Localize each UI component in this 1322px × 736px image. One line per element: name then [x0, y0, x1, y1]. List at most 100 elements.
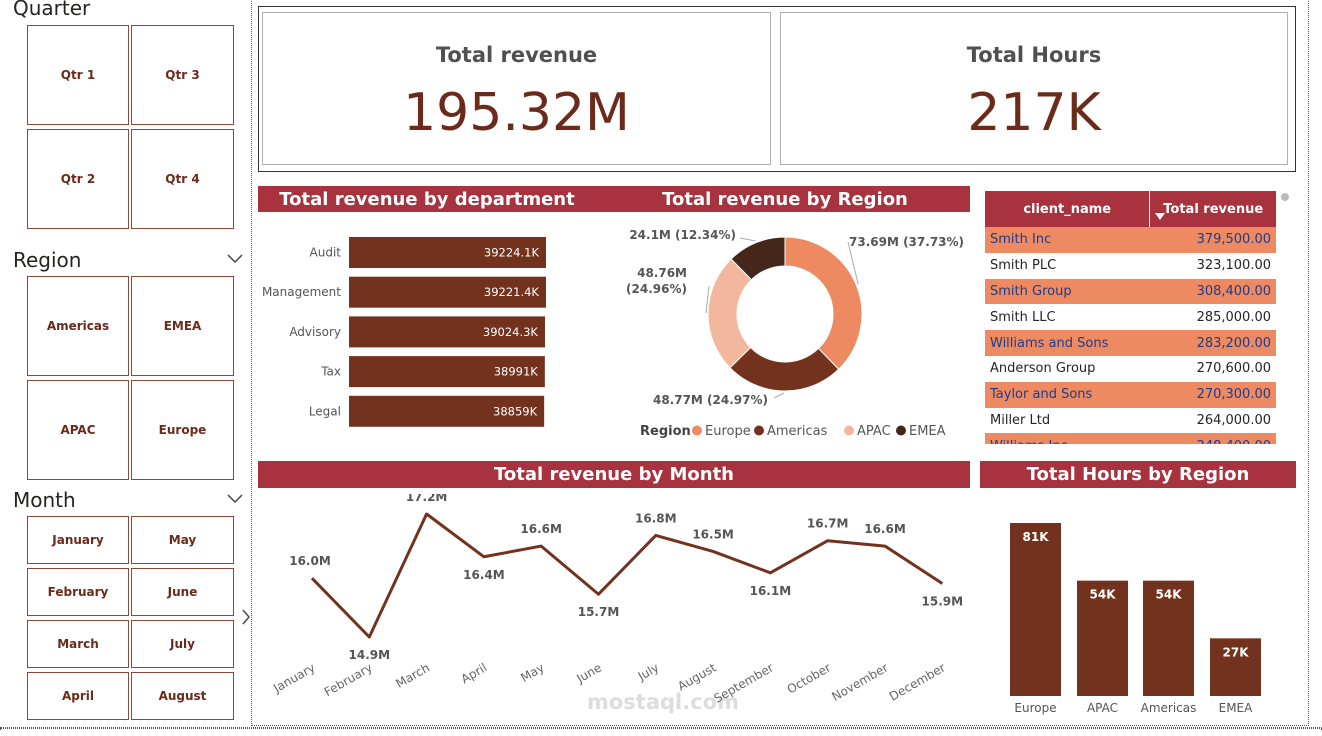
table-row[interactable]: Smith LLC 285,000.00	[985, 304, 1276, 330]
month-axis-label: October	[785, 660, 834, 696]
hours-data-label: 27K	[1223, 645, 1250, 659]
chevron-right-icon[interactable]	[241, 608, 251, 626]
donut-leader-line	[773, 392, 785, 399]
kpi-revenue-title: Total revenue	[435, 43, 598, 67]
table-body: Smith Inc 379,500.00 Smith PLC 323,100.00 Sm…	[985, 227, 1276, 444]
department-axis-label: Audit	[310, 246, 342, 260]
department-bar	[349, 276, 546, 308]
department-data-label: 39224.1K	[484, 246, 540, 260]
slicer-tile-qtr2[interactable]: Qtr 2	[27, 129, 129, 229]
client-revenue-table[interactable]: client_name Total revenue Smith Inc 379,5…	[985, 191, 1276, 444]
legend-marker	[844, 425, 854, 436]
legend-marker	[754, 425, 764, 436]
client-name-cell: Smith Inc	[990, 232, 1052, 248]
sort-descending-icon[interactable]	[1155, 213, 1166, 220]
slicer-tile-qtr4[interactable]: Qtr 4	[131, 129, 234, 229]
hours-axis-label: Europe	[1014, 701, 1056, 715]
month-data-label: 16.6M	[520, 522, 562, 536]
kpi-hours-value: 217K	[967, 83, 1101, 143]
slicer-tile-apac[interactable]: APAC	[27, 380, 129, 480]
table-row[interactable]: Anderson Group 270,600.00	[985, 356, 1276, 382]
column-header-total-revenue[interactable]: Total revenue	[1150, 191, 1276, 227]
hours-data-label: 54K	[1090, 588, 1117, 602]
total-revenue-cell: 323,100.00	[1196, 258, 1271, 274]
legend-item-label: Americas	[767, 424, 828, 439]
kpi-hours-title: Total Hours	[966, 43, 1102, 67]
table-row[interactable]: Taylor and Sons 270,300.00	[985, 381, 1276, 408]
region-chart-title: Total revenue by Region	[662, 188, 908, 210]
client-name-cell: Smith Group	[990, 283, 1072, 299]
table-row[interactable]: Smith Group 308,400.00	[985, 278, 1276, 305]
donut-slice	[707, 258, 753, 369]
client-name-cell: Miller Ltd	[990, 412, 1051, 428]
client-name-cell: Taylor and Sons	[990, 387, 1093, 403]
quarter-slicer-title: Quarter	[13, 0, 91, 20]
client-name-cell: Smith PLC	[990, 258, 1057, 274]
chevron-down-icon[interactable]	[226, 252, 244, 264]
slicer-tile-march[interactable]: March	[27, 620, 129, 668]
table-row[interactable]: Miller Ltd 264,000.00	[985, 408, 1276, 434]
table-row[interactable]: Williams Inc248,400.00	[985, 433, 1276, 444]
kpi-card-hours: Total Hours 217K	[780, 12, 1288, 165]
hours-bar-chart: 81K Europe 54K APAC 54K Americas 27K EMEA	[1010, 523, 1261, 715]
slicer-tile-january[interactable]: January	[27, 516, 129, 564]
donut-slice	[729, 346, 840, 392]
region-donut-chart: 73.69M (37.73%) 48.77M (24.97%) 48.76M (24.…	[626, 228, 964, 439]
month-data-label: 16.8M	[635, 511, 677, 525]
month-axis-label: July	[635, 660, 662, 683]
hours-bar	[1143, 580, 1194, 696]
donut-data-label: 24.1M (12.34%)	[629, 228, 736, 242]
table-row[interactable]: Smith Inc 379,500.00	[985, 227, 1276, 253]
slicer-tile-qtr3[interactable]: Qtr 3	[131, 25, 234, 125]
month-data-label: 16.6M	[864, 522, 906, 536]
month-axis-label: December	[887, 660, 948, 703]
month-axis-label: February	[322, 660, 375, 699]
column-header-client-name[interactable]: client_name	[1023, 201, 1112, 217]
hours-bar	[1010, 523, 1061, 696]
table-row[interactable]: Smith PLC 323,100.00	[985, 253, 1276, 279]
department-bar	[349, 316, 545, 348]
slicer-tile-june[interactable]: June	[131, 568, 234, 616]
column-divider	[1149, 191, 1151, 227]
hours-bar	[1077, 580, 1128, 696]
department-axis-label: Legal	[309, 404, 341, 418]
slicer-tile-europe[interactable]: Europe	[131, 380, 234, 480]
slicer-tile-august[interactable]: August	[131, 672, 234, 720]
month-data-label: 16.4M	[463, 568, 505, 582]
scrollbar-thumb[interactable]	[1281, 193, 1289, 201]
donut-data-label: 73.69M (37.73%)	[849, 235, 964, 249]
kpi-container	[258, 6, 1296, 172]
donut-data-label: 48.77M (24.97%)	[653, 393, 768, 407]
slicer-tile-emea[interactable]: EMEA	[131, 276, 234, 376]
donut-slice	[730, 236, 786, 281]
slicer-tile-may[interactable]: May	[131, 516, 234, 564]
department-chart-title: Total revenue by department	[279, 188, 575, 210]
slicer-tile-april[interactable]: April	[27, 672, 129, 720]
department-bar	[349, 237, 546, 268]
slicer-tile-qtr1[interactable]: Qtr 1	[27, 25, 129, 125]
total-revenue-cell: 270,600.00	[1196, 361, 1271, 377]
total-revenue-cell: 248,400.00	[1150, 439, 1276, 444]
month-axis-label: August	[675, 660, 719, 693]
chevron-down-icon[interactable]	[226, 492, 244, 504]
table-row[interactable]: Williams and Sons 283,200.00	[985, 330, 1276, 356]
total-revenue-cell: 379,500.00	[1196, 232, 1271, 248]
donut-leader-line	[705, 285, 710, 314]
department-bar	[349, 356, 545, 388]
department-data-label: 38859K	[493, 404, 538, 418]
client-name-cell: Smith LLC	[990, 309, 1056, 325]
month-data-label: 15.7M	[578, 605, 620, 619]
slicer-tile-february[interactable]: February	[27, 568, 129, 616]
month-axis-label: June	[573, 660, 604, 686]
slicer-tile-americas[interactable]: Americas	[27, 276, 129, 376]
legend-item-label: APAC	[857, 424, 891, 439]
month-axis-label: January	[270, 660, 317, 695]
slicer-tile-july[interactable]: July	[131, 620, 234, 668]
legend-item-label: Europe	[705, 424, 751, 439]
kpi-card-revenue: Total revenue 195.32M	[262, 12, 771, 165]
month-data-label: 16.5M	[692, 527, 734, 541]
month-axis-label: November	[829, 660, 890, 703]
client-name-cell: Williams and Sons	[990, 335, 1109, 351]
department-axis-label: Management	[262, 285, 341, 299]
month-axis-label: April	[459, 660, 490, 686]
